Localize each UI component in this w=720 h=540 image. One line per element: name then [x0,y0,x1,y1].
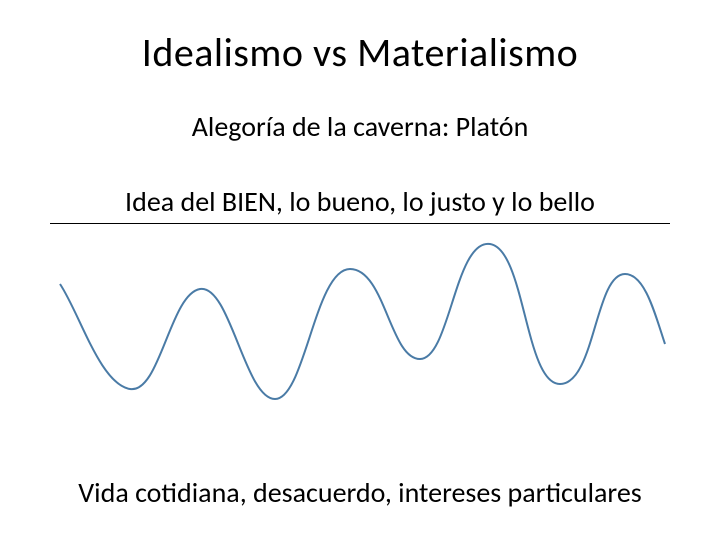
wave-path [60,244,665,399]
idea-text: Idea del BIEN, lo bueno, lo justo y lo b… [0,184,720,219]
wave-diagram [0,234,720,434]
divider-line [50,223,670,224]
slide-title: Idealismo vs Materialismo [0,0,720,77]
bottom-text: Vida cotidiana, desacuerdo, intereses pa… [0,475,720,510]
slide-subtitle: Alegoría de la caverna: Platón [0,109,720,144]
wave-svg [50,234,670,434]
